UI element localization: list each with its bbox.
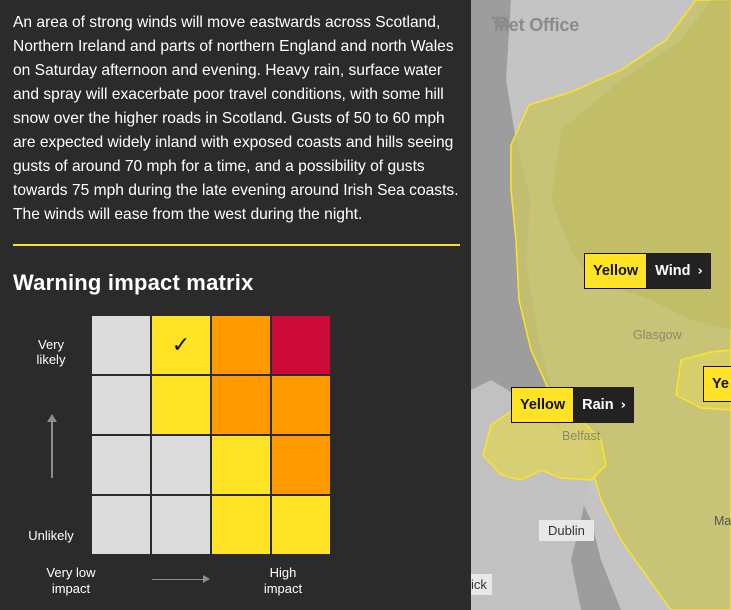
place-label-belfast: Belfast bbox=[562, 429, 601, 443]
matrix-cell bbox=[212, 376, 270, 434]
wind-warning-level: Yellow bbox=[584, 253, 648, 289]
wind-warning-type: Wind › bbox=[647, 253, 711, 289]
matrix-cell: ✓ bbox=[152, 316, 210, 374]
impact-matrix-grid: ✓ bbox=[92, 316, 332, 556]
map-background bbox=[471, 0, 731, 610]
matrix-cell bbox=[92, 496, 150, 554]
matrix-cell bbox=[152, 436, 210, 494]
rain-warning-level: Yellow bbox=[511, 387, 575, 423]
likelihood-high-label: Very likely bbox=[36, 337, 66, 367]
place-label-partial-left: ick bbox=[471, 574, 492, 595]
likelihood-low-label: Unlikely bbox=[28, 528, 74, 543]
wind-warning-type-label: Wind bbox=[655, 263, 691, 279]
matrix-cell bbox=[212, 436, 270, 494]
matrix-cell bbox=[92, 316, 150, 374]
partial-warning-button[interactable]: Ye bbox=[703, 366, 731, 402]
place-label-glasgow: Glasgow bbox=[633, 328, 682, 342]
rain-warning-type: Rain › bbox=[574, 387, 634, 423]
matrix-cell bbox=[152, 376, 210, 434]
place-label-dublin: Dublin bbox=[539, 520, 594, 541]
checkmark-icon: ✓ bbox=[171, 332, 191, 358]
partial-warning-level: Ye bbox=[703, 366, 731, 402]
place-label-partial-right: Ma bbox=[714, 514, 731, 528]
chevron-right-icon: › bbox=[697, 263, 703, 279]
matrix-title: Warning impact matrix bbox=[13, 270, 254, 295]
section-divider bbox=[13, 244, 460, 246]
warning-details-panel: An area of strong winds will move eastwa… bbox=[13, 14, 460, 596]
matrix-cell bbox=[152, 496, 210, 554]
wind-warning-button[interactable]: Yellow Wind › bbox=[584, 253, 711, 289]
impact-high-label: High impact bbox=[263, 565, 303, 596]
matrix-cell bbox=[212, 496, 270, 554]
matrix-cell bbox=[272, 376, 330, 434]
matrix-cell bbox=[272, 496, 330, 554]
matrix-cell bbox=[92, 436, 150, 494]
warning-map[interactable]: Met Office Glasgow Belfast Dublin ick Ma… bbox=[471, 0, 731, 610]
matrix-cell bbox=[272, 436, 330, 494]
matrix-cell bbox=[92, 376, 150, 434]
chevron-right-icon: › bbox=[620, 397, 626, 413]
impact-low-label: Very low impact bbox=[46, 565, 96, 596]
likelihood-arrow-icon bbox=[47, 414, 57, 478]
rain-warning-button[interactable]: Yellow Rain › bbox=[511, 387, 634, 423]
matrix-cell bbox=[212, 316, 270, 374]
rain-warning-type-label: Rain bbox=[582, 397, 614, 413]
warning-description: An area of strong winds will move eastwa… bbox=[13, 14, 459, 223]
met-office-logo-text: Met Office bbox=[494, 15, 580, 35]
impact-arrow-icon bbox=[152, 575, 210, 583]
met-office-logo: Met Office bbox=[490, 15, 579, 36]
matrix-cell bbox=[272, 316, 330, 374]
